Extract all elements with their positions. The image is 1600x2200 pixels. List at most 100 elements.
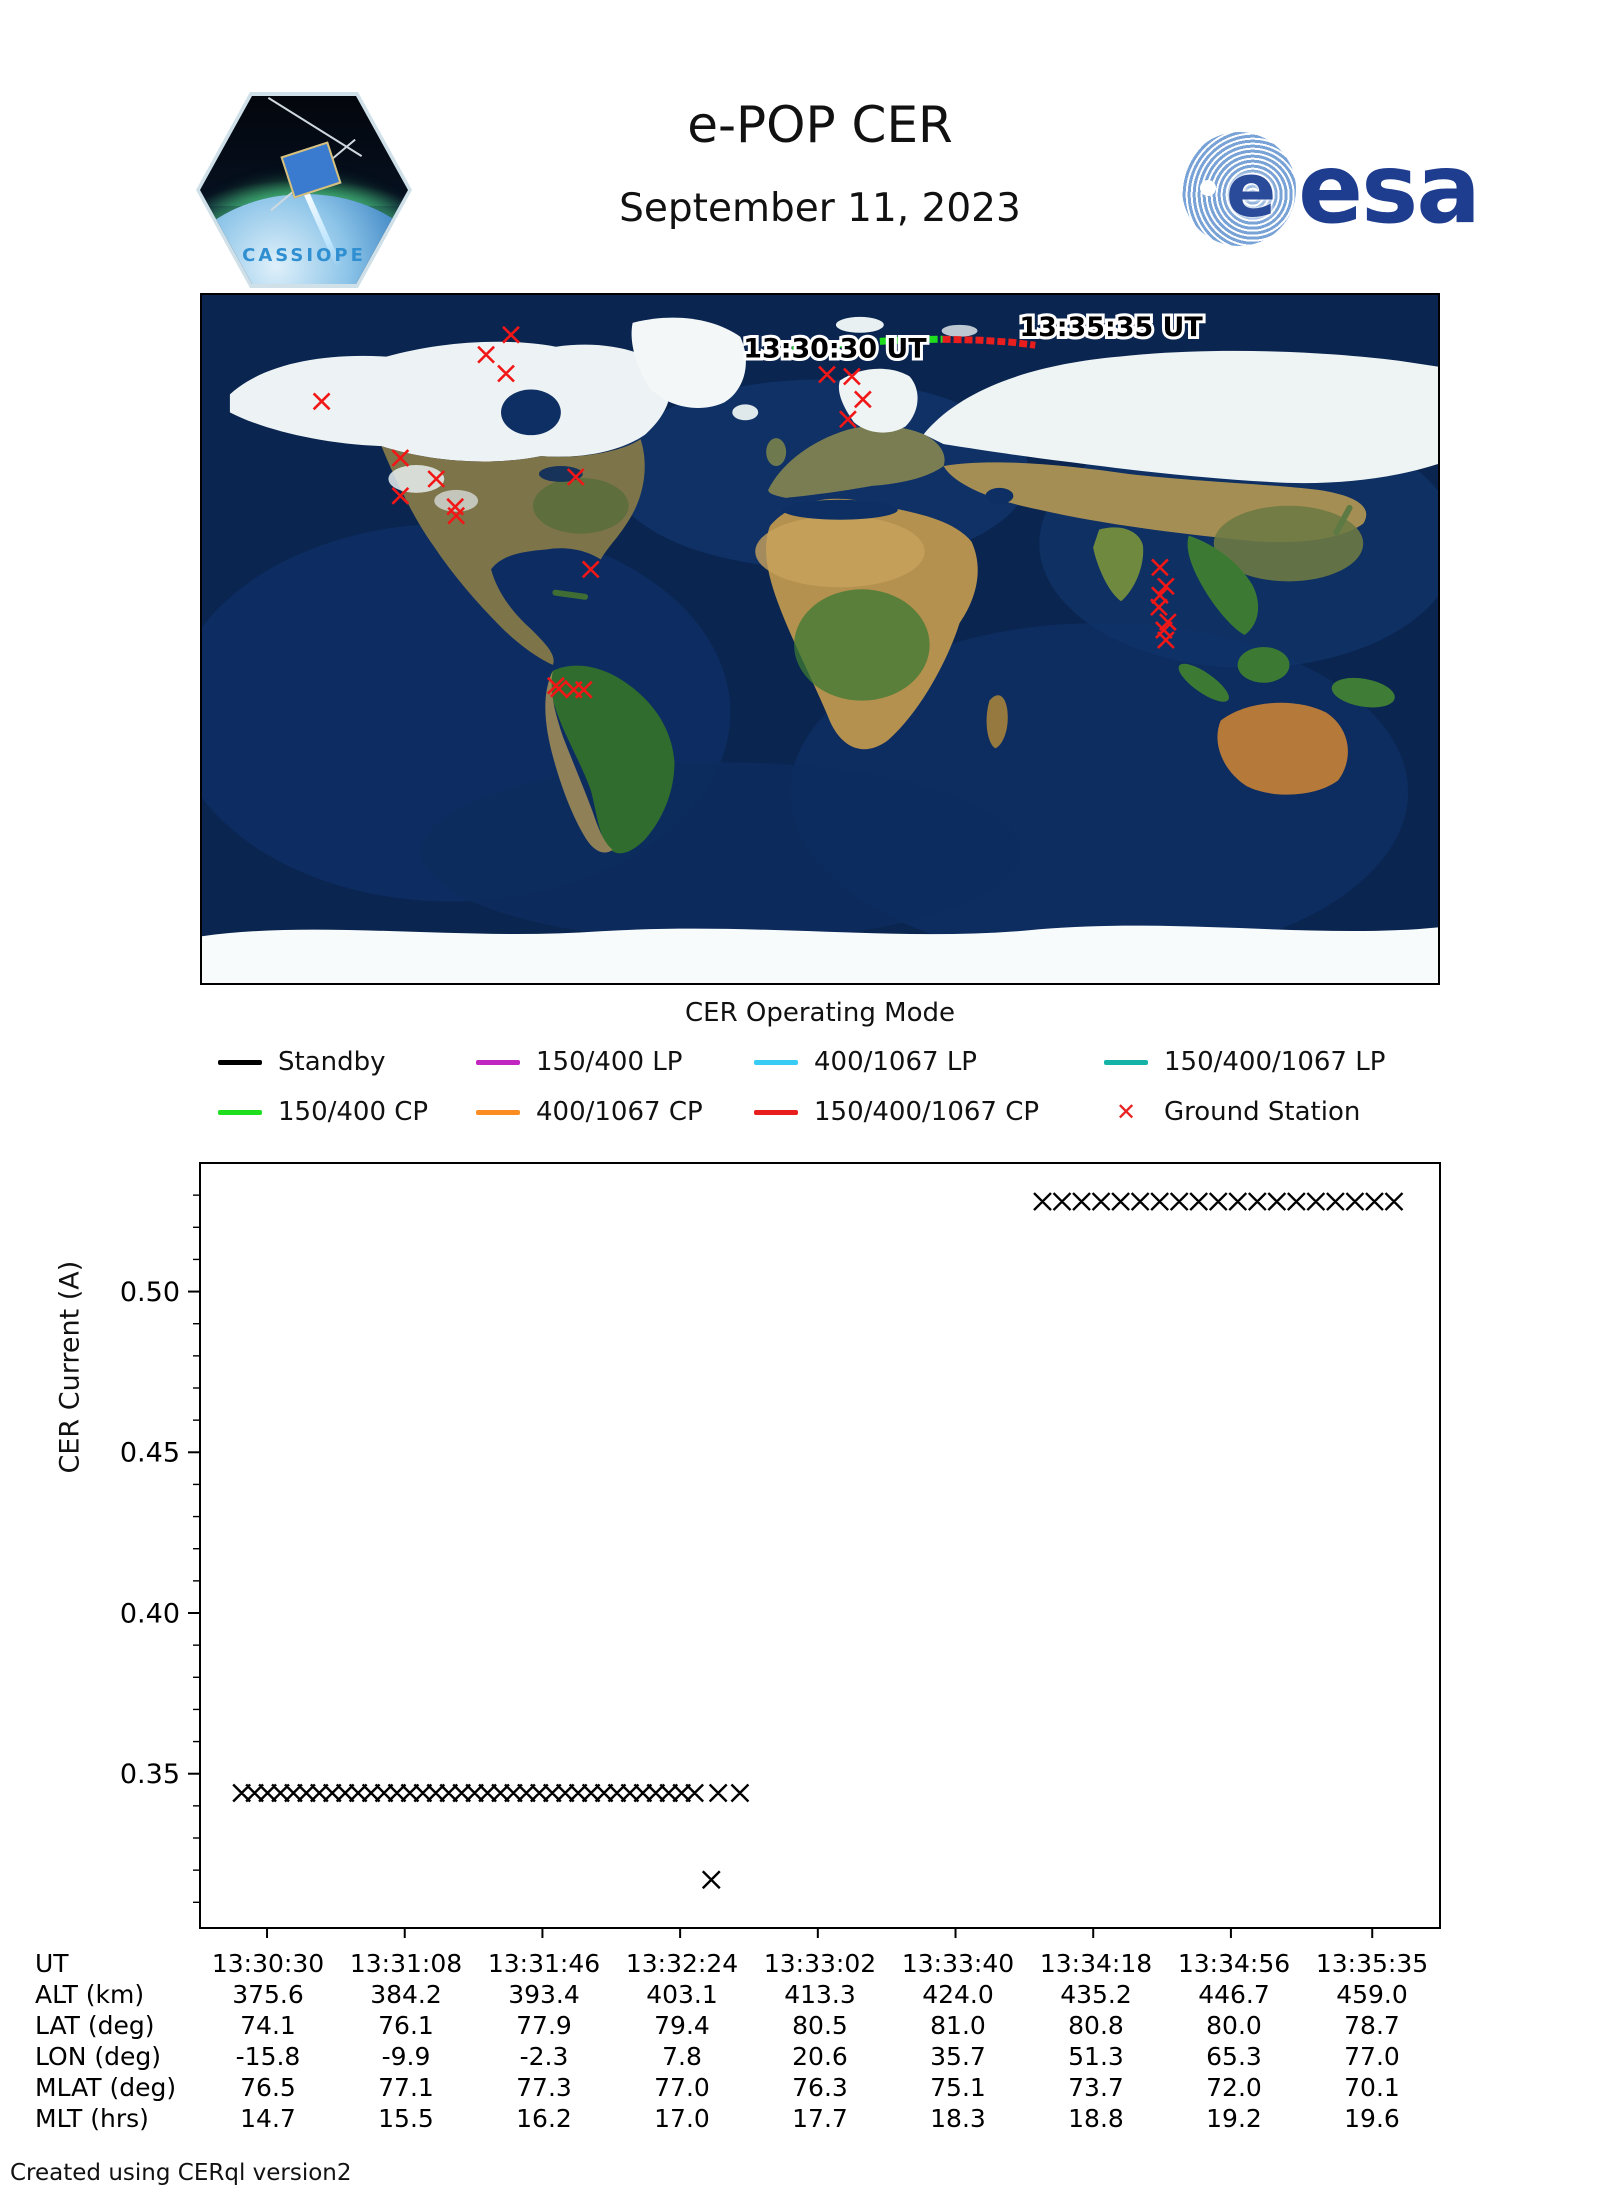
table-cell: 73.7 [1068,2073,1124,2102]
europe [768,425,945,498]
mode-line-swatch [1104,1059,1148,1065]
antarctica [202,925,1438,983]
track-and-stations-layer [312,325,1177,699]
legend-label: 150/400/1067 LP [1164,1047,1386,1077]
table-cell: 13:32:24 [625,1949,739,1978]
table-cell: 77.3 [516,2073,572,2102]
table-cell: 7.8 [662,2042,702,2071]
mode-line-swatch [476,1059,520,1065]
table-row-label: LON (deg) [35,2042,161,2071]
table-cell: 76.5 [240,2073,296,2102]
table-cell: 13:33:02 [763,1949,877,1978]
y-tick-label: 0.50 [120,1277,180,1308]
track-end-time-label: 13:35:35 UT [1019,312,1203,343]
legend-label: Ground Station [1164,1097,1361,1127]
siberia-snow [923,350,1438,484]
cer-current-data-markers [232,1192,1404,1890]
ground-track-segment [942,335,1036,349]
table-cell: 13:30:30 [211,1949,325,1978]
table-cell: 79.4 [654,2011,710,2040]
table-cell: 18.8 [1068,2104,1124,2133]
track-start-time-label: 13:30:30 UT [743,334,927,365]
y-tick-label: 0.35 [120,1759,180,1790]
southeast-asia [1187,535,1259,636]
y-tick-label: 0.40 [120,1598,180,1629]
table-cell: 14.7 [240,2104,296,2133]
madagascar [986,695,1008,749]
table-cell: 18.3 [930,2104,986,2133]
ground-station-markers [312,325,1177,699]
table-cell: 17.7 [792,2104,848,2133]
table-row-label: UT [35,1949,69,1978]
mode-line-swatch [218,1059,262,1065]
esa-globe-dot [1200,180,1216,196]
table-cell: 77.1 [378,2073,434,2102]
page-title: e-POP CER [687,96,953,154]
australia [1217,702,1348,795]
table-cell: 77.0 [1344,2042,1400,2071]
cassiope-mission-patch: CASSIOPE [196,92,412,288]
mode-line-swatch [218,1109,262,1115]
india [1093,527,1144,602]
table-cell: 72.0 [1206,2073,1262,2102]
table-cell: 13:35:35 [1315,1949,1429,1978]
table-cell: 77.0 [654,2073,710,2102]
table-cell: 375.6 [232,1980,304,2009]
legend-label: 400/1067 CP [536,1097,703,1127]
table-cell: 413.3 [784,1980,856,2009]
table-cell: 80.0 [1206,2011,1262,2040]
table-cell: 17.0 [654,2104,710,2133]
table-row-label: MLT (hrs) [35,2104,149,2133]
table-cell: 15.5 [378,2104,434,2133]
table-cell: 16.2 [516,2104,572,2133]
legend-item-150-400-1067-cp: 150/400/1067 CP [754,1096,1104,1128]
table-cell: 80.8 [1068,2011,1124,2040]
table-row-label: MLAT (deg) [35,2073,177,2102]
page-date: September 11, 2023 [619,186,1021,231]
table-cell: 65.3 [1206,2042,1262,2071]
table-cell: 76.3 [792,2073,848,2102]
legend-title: CER Operating Mode [684,998,955,1028]
mode-line-swatch [754,1059,798,1065]
ephemeris-table: UT 13:30:30 13:31:08 13:31:46 13:32:24 13:33:… [35,1948,1441,2134]
esa-globe-icon: e [1182,132,1296,246]
plot-frame [199,1162,1441,1929]
table-cell: -2.3 [519,2042,569,2071]
table-cell: 384.2 [370,1980,442,2009]
table-cell: 35.7 [930,2042,986,2071]
table-cell: 435.2 [1060,1980,1132,2009]
legend-label: 150/400 CP [278,1097,429,1127]
cer-current-plot-svg: 0.35 0.40 0.45 0.50 [120,1162,1441,1938]
cer-current-plot: 0.35 0.40 0.45 0.50 [120,1162,1441,1938]
table-cell: 446.7 [1198,1980,1270,2009]
table-cell: 76.1 [378,2011,434,2040]
table-cell: 80.5 [792,2011,848,2040]
legend-item-400-1067-cp: 400/1067 CP [476,1096,754,1128]
cassiope-wordmark: CASSIOPE [242,245,366,266]
legend-item-standby: Standby [218,1046,476,1078]
legend-item-150-400-lp: 150/400 LP [476,1046,754,1078]
legend-item-400-1067-lp: 400/1067 LP [754,1046,1104,1078]
south-america [549,665,675,854]
legend-label: 150/400 LP [536,1047,683,1077]
table-cell: 424.0 [922,1980,994,2009]
table-cell: 70.1 [1344,2073,1400,2102]
ground-station-marker-icon: ✕ [1115,1098,1137,1126]
table-cell: 393.4 [508,1980,580,2009]
table-cell: -15.8 [235,2042,301,2071]
north-america-snow [229,341,671,462]
table-cell: 13:34:18 [1039,1949,1153,1978]
greenland [631,317,746,408]
esa-wordmark: esa [1298,133,1481,245]
table-cell: 77.9 [516,2011,572,2040]
table-cell: 20.6 [792,2042,848,2071]
world-map: 13:30:30 UT 13:35:35 UT [200,293,1440,985]
legend-label: Standby [278,1047,386,1077]
table-cell: 74.1 [240,2011,296,2040]
esa-globe-letter: e [1226,148,1277,234]
world-map-svg: 13:30:30 UT 13:35:35 UT [202,295,1438,983]
operating-mode-legend: Standby 150/400 LP 400/1067 LP 150/400/1067… [218,1046,1438,1128]
table-cell: 81.0 [930,2011,986,2040]
table-cell: 51.3 [1068,2042,1124,2071]
